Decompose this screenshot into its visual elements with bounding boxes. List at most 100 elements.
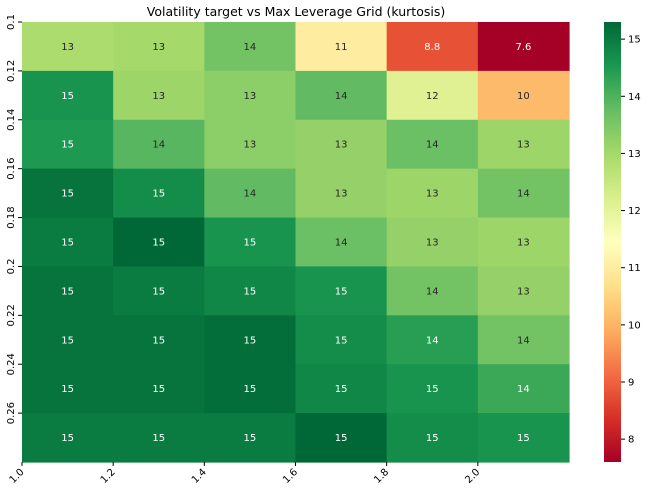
heatmap-cell-r7-c2 [204, 364, 297, 414]
heatmap-cell-r8-c2 [204, 413, 297, 463]
heatmap-cell-r2-c5 [477, 119, 570, 170]
cell-label-r2-c1: 14 [152, 140, 165, 151]
cell-label-r6-c0: 15 [61, 335, 74, 346]
cell-label-r4-c0: 15 [61, 238, 74, 249]
heatmap-cell-r6-c3 [295, 315, 388, 365]
heatmap-cell-r1-c0 [22, 70, 114, 121]
heatmap-cell-r8-c1 [113, 413, 205, 463]
colorbar: 8 9 10 11 12 13 14 15 [604, 22, 641, 462]
heatmap-cell-r5-c3 [295, 266, 388, 316]
cell-label-r5-c3: 15 [335, 286, 348, 297]
y-tick-label: 0.1 [6, 14, 17, 30]
cell-label-r6-c2: 15 [244, 335, 257, 346]
heatmap-cell-r0-c3 [295, 22, 388, 72]
heatmap-cell-r8-c0 [22, 413, 114, 463]
cell-label-r7-c3: 15 [335, 384, 348, 395]
cell-label-r1-c0: 15 [61, 91, 74, 102]
heatmap-cell-labels: 13 13 14 11 8.8 7.6 15 13 13 14 12 10 15 14 13 13 14 13 15… [61, 42, 531, 444]
heatmap-cells [22, 22, 570, 463]
cell-label-r8-c3: 15 [335, 433, 348, 444]
colorbar-tick-label: 12 [628, 206, 641, 217]
heatmap-cell-r1-c3 [295, 70, 388, 121]
heatmap-cell-r8-c5 [477, 413, 570, 463]
heatmap-cell-r4-c1 [113, 217, 205, 268]
cell-label-r6-c4: 14 [426, 335, 439, 346]
chart-title: Volatility target vs Max Leverage Grid (… [147, 4, 445, 19]
cell-label-r5-c1: 15 [152, 286, 165, 297]
heatmap-cell-r6-c4 [386, 315, 479, 365]
y-tick-label: 0.12 [6, 60, 17, 82]
cell-label-r5-c4: 14 [426, 286, 439, 297]
cell-label-r4-c4: 13 [426, 238, 439, 249]
cell-label-r7-c0: 15 [61, 384, 74, 395]
heatmap-cell-r6-c5 [477, 315, 570, 365]
cell-label-r0-c4: 8.8 [424, 42, 440, 53]
heatmap-cell-r2-c3 [295, 119, 388, 170]
heatmap-cell-r2-c4 [386, 119, 479, 170]
x-tick-label: 2.0 [463, 467, 482, 486]
cell-label-r0-c2: 14 [244, 42, 257, 53]
colorbar-tick-label: 9 [628, 378, 634, 389]
cell-label-r3-c1: 15 [152, 189, 165, 200]
heatmap-cell-r3-c2 [204, 168, 297, 219]
cell-label-r7-c2: 15 [244, 384, 257, 395]
cell-label-r8-c2: 15 [244, 433, 257, 444]
heatmap-cell-r3-c1 [113, 168, 205, 219]
heatmap-cell-r0-c2 [204, 22, 297, 72]
cell-label-r6-c5: 14 [517, 335, 530, 346]
heatmap-cell-r2-c1 [113, 119, 205, 170]
heatmap-cell-r7-c0 [22, 364, 114, 414]
cell-label-r4-c5: 13 [517, 238, 530, 249]
colorbar-tick-label: 13 [628, 149, 641, 160]
cell-label-r1-c3: 14 [335, 91, 348, 102]
heatmap-cell-r6-c0 [22, 315, 114, 365]
x-tick-label: 1.0 [8, 467, 27, 486]
cell-label-r6-c3: 15 [335, 335, 348, 346]
colorbar-tick-label: 11 [628, 263, 641, 274]
cell-label-r5-c2: 15 [244, 286, 257, 297]
heatmap-cell-r8-c4 [386, 413, 479, 463]
heatmap-cell-r7-c3 [295, 364, 388, 414]
heatmap-cell-r3-c3 [295, 168, 388, 219]
heatmap-cell-r1-c4 [386, 70, 479, 121]
heatmap-cell-r0-c4 [386, 22, 479, 72]
x-tick-label: 1.8 [372, 467, 391, 486]
y-tick-label: 0.22 [6, 304, 17, 326]
colorbar-tick-label: 14 [628, 92, 641, 103]
cell-label-r6-c1: 15 [152, 335, 165, 346]
heatmap-cell-r0-c0 [22, 22, 114, 72]
heatmap-cell-r5-c2 [204, 266, 297, 316]
heatmap-cell-r3-c4 [386, 168, 479, 219]
heatmap-cell-r0-c5 [477, 22, 570, 72]
heatmap-cell-r1-c5 [477, 70, 570, 121]
heatmap-cell-r1-c1 [113, 70, 205, 121]
cell-label-r3-c5: 14 [517, 189, 530, 200]
x-tick-label: 1.2 [99, 467, 118, 486]
heatmap-cell-r2-c0 [22, 119, 114, 170]
x-tick-label: 1.6 [281, 467, 300, 486]
heatmap-cell-r7-c1 [113, 364, 205, 414]
heatmap-cell-r4-c5 [477, 217, 570, 268]
cell-label-r7-c5: 14 [517, 384, 530, 395]
cell-label-r2-c0: 15 [61, 140, 74, 151]
y-tick-label: 0.24 [6, 353, 17, 375]
cell-label-r3-c4: 13 [426, 189, 439, 200]
cell-label-r2-c5: 13 [517, 140, 530, 151]
heatmap-cell-r0-c1 [113, 22, 205, 72]
y-tick-label: 0.26 [6, 402, 17, 424]
colorbar-tick-label: 10 [628, 320, 641, 331]
cell-label-r4-c3: 14 [335, 238, 348, 249]
cell-label-r1-c5: 10 [517, 91, 530, 102]
y-tick-label: 0.2 [6, 258, 17, 274]
heatmap-cell-r4-c3 [295, 217, 388, 268]
heatmap-cell-r4-c4 [386, 217, 479, 268]
cell-label-r4-c2: 15 [244, 238, 257, 249]
heatmap-cell-r5-c0 [22, 266, 114, 316]
cell-label-r0-c0: 13 [61, 42, 74, 53]
heatmap-cell-r5-c5 [477, 266, 570, 316]
cell-label-r1-c1: 13 [152, 91, 165, 102]
cell-label-r7-c1: 15 [152, 384, 165, 395]
cell-label-r0-c3: 11 [335, 42, 348, 53]
cell-label-r1-c2: 13 [244, 91, 257, 102]
